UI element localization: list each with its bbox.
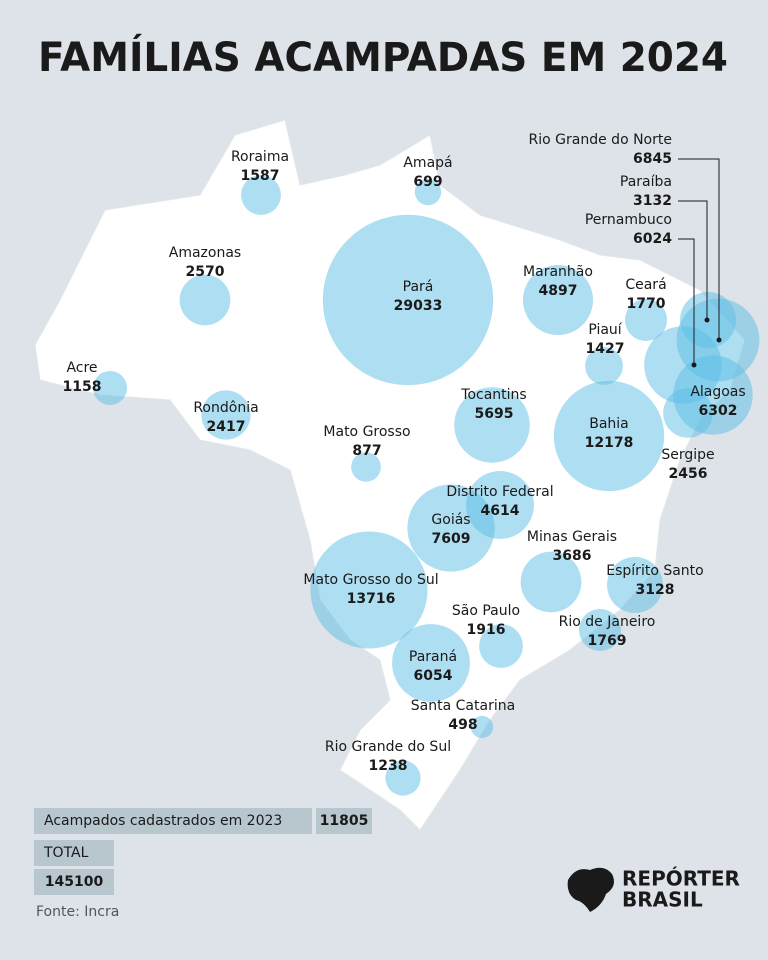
state-value: 2570 — [186, 264, 225, 280]
state-value: 6845 — [633, 151, 672, 167]
state-name: Pará — [403, 279, 434, 295]
state-name: Amazonas — [169, 245, 241, 261]
state-value: 1587 — [241, 168, 280, 184]
leader-line — [678, 200, 708, 320]
bubble — [310, 531, 428, 649]
state-value: 3132 — [633, 193, 672, 209]
source: Fonte: Incra — [36, 904, 119, 920]
leader-line — [678, 158, 720, 340]
title: FAMÍLIAS ACAMPADAS EM 2024 — [38, 33, 728, 81]
state-name: Bahia — [589, 416, 629, 432]
state-value: 2417 — [207, 419, 246, 435]
logo-text: BRASIL — [622, 888, 703, 912]
leader-dot — [691, 362, 697, 368]
bubble — [520, 551, 582, 613]
state-value: 2456 — [669, 466, 708, 482]
bubble — [385, 760, 421, 796]
summary-box — [316, 808, 372, 834]
state-name: Amapá — [403, 155, 452, 171]
bubbles — [92, 175, 760, 796]
logo-icon — [567, 867, 614, 912]
state-name: Paraíba — [620, 174, 672, 190]
state-name: Tocantins — [460, 387, 526, 403]
bubble — [523, 265, 593, 335]
total-label: TOTAL — [43, 845, 89, 861]
state-name: Espírito Santo — [606, 563, 703, 579]
labels: Roraima 1587 Amapá 699 Amazonas 2570 Pará 29033… — [63, 132, 746, 774]
state-name: Maranhão — [523, 264, 593, 280]
state-value: 13716 — [347, 591, 396, 607]
state-name: Minas Gerais — [527, 529, 617, 545]
bubble — [322, 214, 494, 386]
summary-label: Acampados cadastrados em 2023 — [44, 813, 282, 829]
bubble — [624, 298, 668, 342]
bubble — [470, 715, 494, 739]
state-value: 12178 — [585, 435, 634, 451]
bubble — [553, 380, 665, 492]
state-value: 4897 — [539, 283, 578, 299]
bubble — [607, 557, 663, 613]
state-value: 1238 — [369, 758, 408, 774]
state-value: 7609 — [432, 531, 471, 547]
summary-box — [34, 808, 312, 834]
state-name: Rio de Janeiro — [559, 614, 656, 630]
state-value: 5695 — [475, 406, 514, 422]
bubble — [407, 484, 495, 572]
state-value: 3686 — [553, 548, 592, 564]
leader-dot — [716, 337, 722, 343]
state-value: 1427 — [586, 341, 625, 357]
bubble — [454, 387, 530, 463]
state-value: 6024 — [633, 231, 672, 247]
state-name: Acre — [66, 360, 97, 376]
bubble — [663, 388, 713, 438]
state-value: 699 — [413, 174, 442, 190]
state-value: 1769 — [588, 633, 627, 649]
state-value: 1770 — [627, 296, 666, 312]
summary-box — [34, 869, 114, 895]
state-value: 4614 — [481, 503, 520, 519]
state-name: Mato Grosso do Sul — [303, 572, 438, 588]
bubble — [241, 175, 281, 215]
bubble — [92, 370, 128, 406]
state-name: Rondônia — [193, 400, 258, 416]
state-name: Roraima — [231, 149, 289, 165]
bubble — [179, 274, 231, 326]
state-name: Rio Grande do Norte — [529, 132, 672, 148]
bubble — [414, 178, 442, 206]
leader-dot — [704, 317, 710, 323]
total-value: 145100 — [45, 874, 104, 890]
bubble — [585, 347, 623, 385]
state-name: Rio Grande do Sul — [325, 739, 451, 755]
state-value: 1158 — [63, 379, 102, 395]
leader-line — [678, 238, 695, 365]
state-name: Distrito Federal — [446, 484, 553, 500]
summary-value: 11805 — [320, 813, 369, 829]
bubble — [201, 390, 251, 440]
state-value: 498 — [448, 717, 477, 733]
bubble — [479, 624, 523, 668]
logo-text: REPÓRTER — [622, 867, 740, 891]
state-value: 29033 — [394, 298, 443, 314]
state-name: Santa Catarina — [411, 698, 515, 714]
bubble — [351, 452, 381, 482]
summary-box — [34, 840, 114, 866]
bubble — [392, 624, 470, 702]
bubble — [578, 608, 622, 652]
state-value: 6302 — [699, 403, 738, 419]
state-value: 1916 — [467, 622, 506, 638]
state-value: 877 — [352, 443, 381, 459]
state-name: Pernambuco — [585, 212, 672, 228]
state-name: Sergipe — [661, 447, 714, 463]
state-value: 3128 — [636, 582, 675, 598]
state-value: 6054 — [414, 668, 453, 684]
state-name: São Paulo — [452, 603, 520, 619]
state-name: Piauí — [588, 322, 622, 338]
state-name: Alagoas — [690, 384, 745, 400]
state-name: Ceará — [625, 277, 666, 293]
state-name: Mato Grosso — [323, 424, 410, 440]
state-name: Paraná — [409, 649, 457, 665]
state-name: Goiás — [431, 512, 470, 528]
